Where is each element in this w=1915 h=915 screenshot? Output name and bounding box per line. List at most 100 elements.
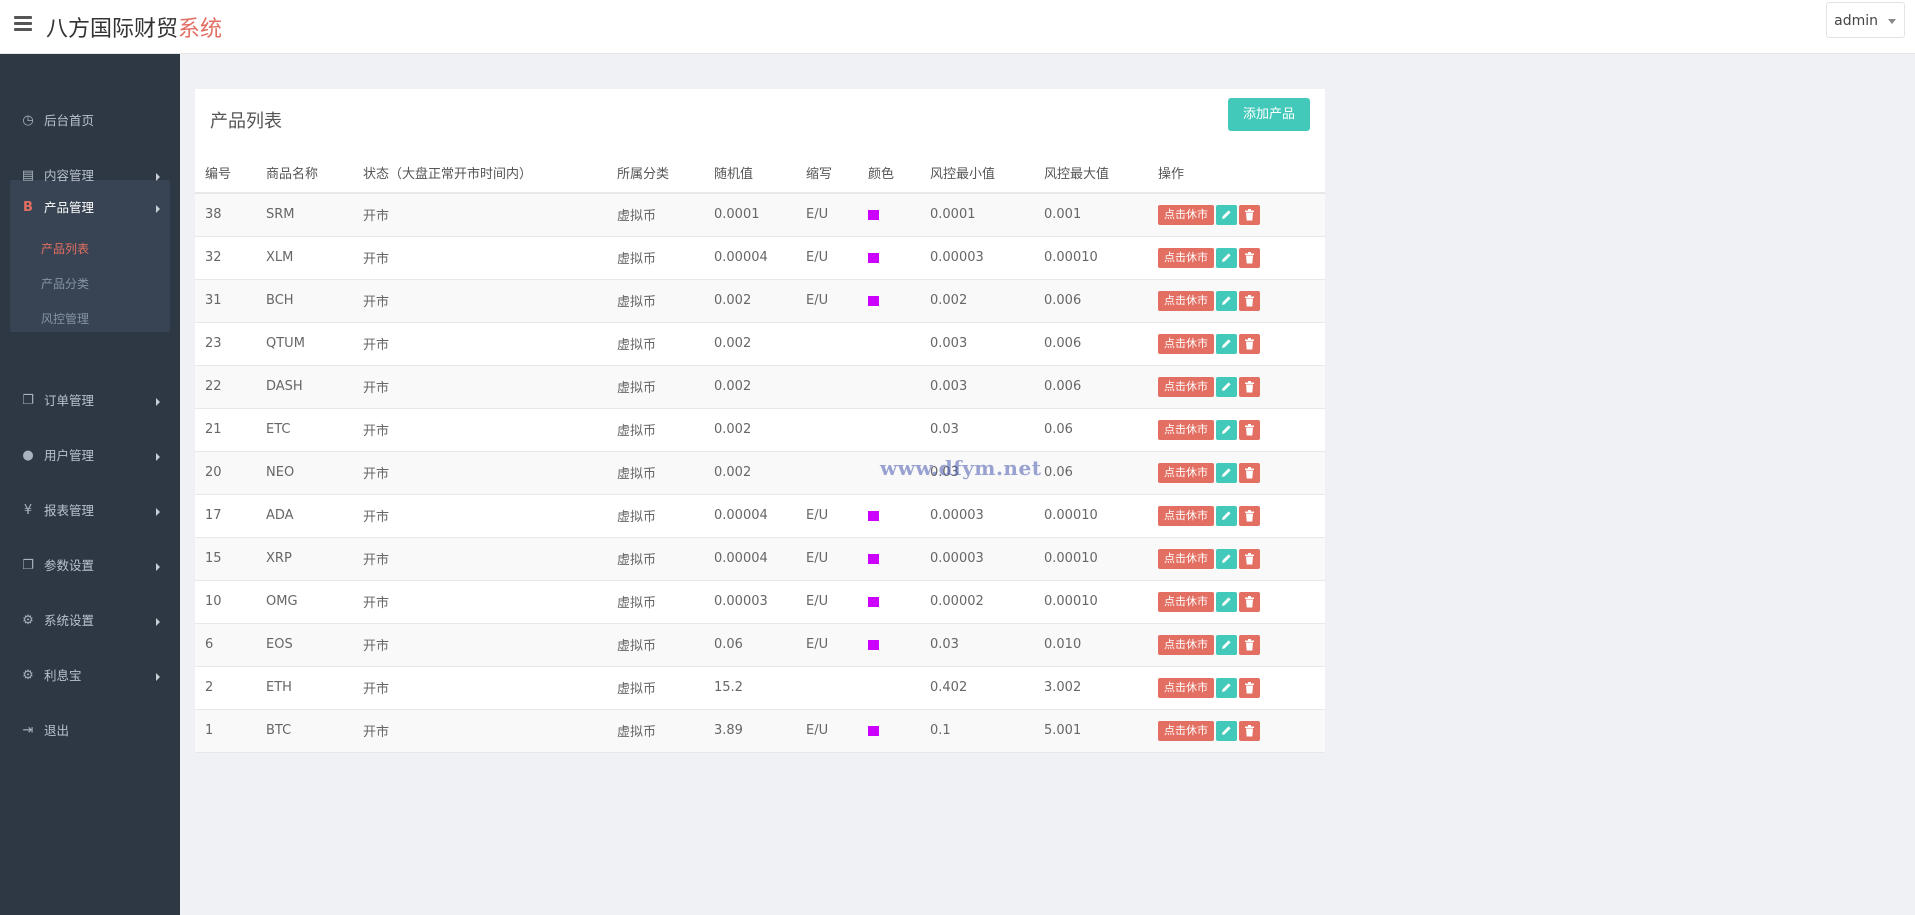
trash-icon xyxy=(1245,208,1254,221)
sidebar-subitem-product-list[interactable]: 产品列表 xyxy=(41,242,90,256)
sidebar-item-2[interactable]: ❐ 订单管理 xyxy=(0,373,180,428)
column-header: 颜色 xyxy=(858,153,920,194)
sidebar-subitem-risk-control[interactable]: 风控管理 xyxy=(41,312,90,326)
cell-abbr xyxy=(796,365,858,408)
close-market-button[interactable]: 点击休市 xyxy=(1158,548,1214,569)
sidebar-item-4[interactable]: ¥ 报表管理 xyxy=(0,483,180,538)
edit-button[interactable] xyxy=(1216,505,1237,526)
delete-button[interactable] xyxy=(1239,290,1260,311)
sidebar-item-6[interactable]: ⚙ 系统设置 xyxy=(0,593,180,648)
top-header: 八方国际财贸系统 admin xyxy=(0,0,1915,54)
sidebar-item-3[interactable]: ● 用户管理 xyxy=(0,428,180,483)
sidebar-item-8[interactable]: ⇥ 退出 xyxy=(0,703,180,758)
close-market-button[interactable]: 点击休市 xyxy=(1158,677,1214,698)
cell-status: 开市 xyxy=(363,338,390,353)
cell-random: 0.06 xyxy=(714,637,743,652)
menu-toggle-icon[interactable] xyxy=(14,16,32,32)
user-menu-button[interactable]: admin xyxy=(1826,2,1905,38)
delete-button[interactable] xyxy=(1239,720,1260,741)
delete-button[interactable] xyxy=(1239,333,1260,354)
cell-actions: 点击休市 xyxy=(1148,537,1325,580)
delete-button[interactable] xyxy=(1239,204,1260,225)
table-body: 38 SRM 开市 虚拟币 0.0001 E/U 0.0001 0.001 点击休市 32 XLM 开… xyxy=(195,193,1325,752)
close-market-button[interactable]: 点击休市 xyxy=(1158,204,1214,225)
product-table: 编号 商品名称 状态（大盘正常开市时间内） 所属分类 随机值 缩写 颜色 风控最小值 风控最大值… xyxy=(195,153,1325,753)
pencil-icon xyxy=(1222,639,1231,649)
edit-button[interactable] xyxy=(1216,548,1237,569)
edit-button[interactable] xyxy=(1216,677,1237,698)
close-market-button[interactable]: 点击休市 xyxy=(1158,333,1214,354)
trash-icon xyxy=(1245,423,1254,435)
column-header: 缩写 xyxy=(796,153,858,194)
close-market-button[interactable]: 点击休市 xyxy=(1158,376,1214,397)
cell-actions: 点击休市 xyxy=(1148,193,1325,236)
column-header: 状态（大盘正常开市时间内） xyxy=(353,153,607,194)
cell-name: ETH xyxy=(266,680,292,695)
delete-button[interactable] xyxy=(1239,677,1260,698)
edit-button[interactable] xyxy=(1216,333,1237,354)
sidebar-subitem-product-category[interactable]: 产品分类 xyxy=(41,277,90,291)
cell-min: 0.002 xyxy=(930,293,968,308)
table-row: 6 EOS 开市 虚拟币 0.06 E/U 0.03 0.010 点击休市 xyxy=(195,623,1325,666)
cell-category: 虚拟币 xyxy=(617,295,657,310)
cell-status: 开市 xyxy=(363,252,390,267)
delete-button[interactable] xyxy=(1239,462,1260,483)
cell-random: 0.00004 xyxy=(714,508,768,523)
delete-button[interactable] xyxy=(1239,376,1260,397)
cell-actions: 点击休市 xyxy=(1148,451,1325,494)
edit-button[interactable] xyxy=(1216,204,1237,225)
delete-button[interactable] xyxy=(1239,591,1260,612)
edit-button[interactable] xyxy=(1216,376,1237,397)
table-row: 17 ADA 开市 虚拟币 0.00004 E/U 0.00003 0.00010 点击休市 xyxy=(195,494,1325,537)
column-header: 商品名称 xyxy=(256,153,353,194)
table-row: 2 ETH 开市 虚拟币 15.2 0.402 3.002 点击休市 xyxy=(195,666,1325,709)
cell-color xyxy=(858,236,920,279)
close-market-button[interactable]: 点击休市 xyxy=(1158,634,1214,655)
trash-icon xyxy=(1245,294,1254,306)
cell-abbr: E/U xyxy=(806,207,829,223)
edit-button[interactable] xyxy=(1216,419,1237,440)
sidebar-item-5[interactable]: ❐ 参数设置 xyxy=(0,538,180,593)
cell-abbr: E/U xyxy=(806,293,829,308)
edit-button[interactable] xyxy=(1216,591,1237,612)
pencil-icon xyxy=(1222,210,1231,219)
brand-accent: 系统 xyxy=(178,17,223,42)
add-product-button[interactable]: 添加产品 xyxy=(1228,98,1310,131)
table-row: 21 ETC 开市 虚拟币 0.002 0.03 0.06 点击休市 xyxy=(195,408,1325,451)
edit-button[interactable] xyxy=(1216,247,1237,268)
cell-abbr xyxy=(796,322,858,365)
cell-actions: 点击休市 xyxy=(1148,709,1325,752)
edit-button[interactable] xyxy=(1216,462,1237,483)
cell-category: 虚拟币 xyxy=(617,338,657,353)
cell-min: 0.003 xyxy=(930,336,968,351)
close-market-button[interactable]: 点击休市 xyxy=(1158,505,1214,526)
close-market-button[interactable]: 点击休市 xyxy=(1158,720,1214,741)
cell-actions: 点击休市 xyxy=(1148,365,1325,408)
column-header: 操作 xyxy=(1148,153,1325,194)
delete-button[interactable] xyxy=(1239,505,1260,526)
cell-random: 3.89 xyxy=(714,723,743,738)
sidebar-item-product-management[interactable]: B 产品管理 xyxy=(0,180,180,235)
edit-button[interactable] xyxy=(1216,290,1237,311)
delete-button[interactable] xyxy=(1239,634,1260,655)
close-market-button[interactable]: 点击休市 xyxy=(1158,591,1214,612)
cell-id: 23 xyxy=(205,336,222,351)
close-market-button[interactable]: 点击休市 xyxy=(1158,290,1214,311)
close-market-button[interactable]: 点击休市 xyxy=(1158,462,1214,483)
cell-min: 0.00003 xyxy=(930,250,984,265)
sidebar-item-0[interactable]: ◷ 后台首页 xyxy=(0,93,180,148)
close-market-button[interactable]: 点击休市 xyxy=(1158,419,1214,440)
delete-button[interactable] xyxy=(1239,419,1260,440)
cell-random: 0.0001 xyxy=(714,207,760,223)
close-market-button[interactable]: 点击休市 xyxy=(1158,247,1214,268)
trash-icon xyxy=(1245,595,1254,607)
sign-out-icon: ⇥ xyxy=(22,723,34,738)
delete-button[interactable] xyxy=(1239,548,1260,569)
table-row: 15 XRP 开市 虚拟币 0.00004 E/U 0.00003 0.00010 点击休市 xyxy=(195,537,1325,580)
sidebar-item-7[interactable]: ⚙ 利息宝 xyxy=(0,648,180,703)
edit-button[interactable] xyxy=(1216,634,1237,655)
sidebar: B 产品管理 产品列表 产品分类 风控管理 ◷ 后台首页 ▤ 内容管理 ❐ 订单管理 ● 用户… xyxy=(0,54,180,915)
delete-button[interactable] xyxy=(1239,247,1260,268)
edit-button[interactable] xyxy=(1216,720,1237,741)
sidebar-item-1[interactable]: ▤ 内容管理 xyxy=(0,148,180,203)
